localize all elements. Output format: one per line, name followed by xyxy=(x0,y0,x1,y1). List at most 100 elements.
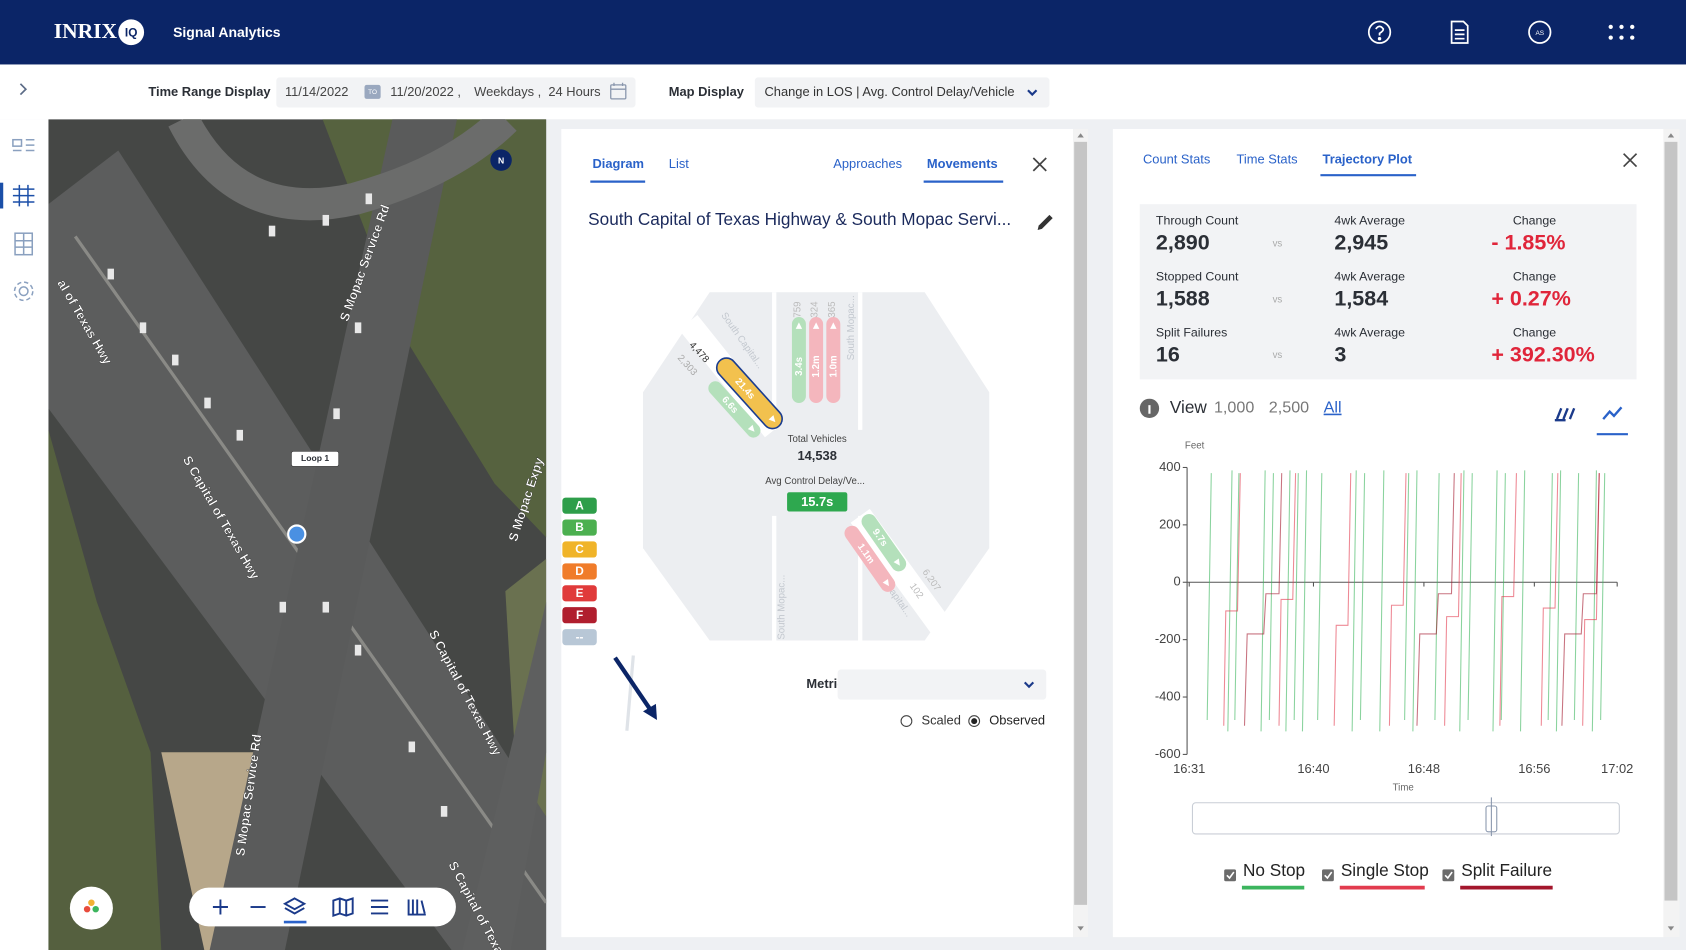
stat-change: - 1.85% xyxy=(1491,231,1565,255)
location-marker[interactable] xyxy=(287,524,307,544)
metric-dropdown[interactable] xyxy=(837,669,1047,700)
view-label: View xyxy=(1170,397,1208,417)
legend-button[interactable] xyxy=(407,899,426,916)
legend-label: Split Failure xyxy=(1461,860,1552,880)
movement-arrow xyxy=(882,578,890,587)
legend-item[interactable]: Split Failure xyxy=(1442,860,1553,890)
los-swatch xyxy=(562,607,597,624)
panel-tab[interactable]: Time Stats xyxy=(1237,152,1298,167)
list-button[interactable] xyxy=(370,899,389,915)
stat-change: + 0.27% xyxy=(1491,287,1570,311)
movement-arrow xyxy=(795,322,803,329)
stat-change-label: Change xyxy=(1513,270,1556,284)
expand-sidebar[interactable] xyxy=(19,83,28,96)
panel-tab[interactable]: Diagram xyxy=(592,156,644,171)
settings-nav[interactable] xyxy=(13,281,34,302)
calendar-icon[interactable] xyxy=(610,82,627,100)
x-tick-label: 16:48 xyxy=(1408,761,1440,776)
legend-item[interactable]: No Stop xyxy=(1224,860,1305,890)
map-display-dropdown[interactable] xyxy=(754,77,1050,108)
movement[interactable]: 3.4s xyxy=(791,317,806,403)
expressway xyxy=(462,601,547,950)
los-label: -- xyxy=(576,630,584,644)
x-tick-label: 16:56 xyxy=(1518,761,1550,776)
movement-pill xyxy=(708,381,761,438)
trajectory-series xyxy=(1243,473,1600,726)
panel-tab[interactable]: Trajectory Plot xyxy=(1323,152,1413,167)
stat-change-label: Change xyxy=(1513,325,1556,339)
end-date: 11/20/2022 , xyxy=(390,84,461,99)
layers-button[interactable] xyxy=(282,897,307,915)
movement[interactable]: 1.0m xyxy=(826,317,841,403)
apps-icon[interactable] xyxy=(1608,24,1635,40)
legend-item[interactable]: Single Stop xyxy=(1322,860,1429,890)
x-tick-label: 17:02 xyxy=(1601,761,1633,776)
panel-tab[interactable]: Approaches xyxy=(833,156,902,171)
stat-vs: vs xyxy=(1273,238,1283,249)
compass-ref xyxy=(625,655,635,731)
panel-tab[interactable]: Count Stats xyxy=(1143,152,1210,167)
los-label: C xyxy=(575,542,584,556)
avatar-initials: AS xyxy=(1535,30,1544,37)
stat-label: Through Count xyxy=(1156,214,1239,228)
loop-shield xyxy=(291,451,340,467)
stat-value: 1,588 xyxy=(1156,287,1210,311)
los-label: A xyxy=(575,498,584,512)
report-icon[interactable] xyxy=(1450,20,1469,44)
view-option[interactable]: 1,000 xyxy=(1214,399,1254,417)
stat-label: Stopped Count xyxy=(1156,270,1239,284)
basemap-dot xyxy=(88,899,95,906)
chart-style-icon[interactable] xyxy=(1554,407,1576,422)
scrollbar-thumb[interactable] xyxy=(1074,141,1088,905)
y-tick-label: 0 xyxy=(1173,574,1180,589)
date-range-box[interactable] xyxy=(276,77,636,108)
radio-scaled[interactable] xyxy=(900,715,913,728)
scrollbar-thumb[interactable] xyxy=(1664,141,1678,901)
dropdown-chevron xyxy=(1023,681,1035,689)
approach-label: South Mopac... xyxy=(776,575,787,640)
close-panel[interactable] xyxy=(1623,153,1638,168)
trajectory-series xyxy=(1223,473,1600,726)
active-indicator xyxy=(0,182,4,209)
movement-arrow xyxy=(768,415,776,423)
panel-tab[interactable]: List xyxy=(669,156,689,171)
edit-button[interactable] xyxy=(1037,214,1053,230)
north-indicator[interactable] xyxy=(490,149,512,171)
corridor-nav[interactable] xyxy=(14,232,34,256)
compass-head xyxy=(643,703,657,721)
movement[interactable]: 1.2m xyxy=(809,317,824,403)
panel-tab[interactable]: Movements xyxy=(927,156,998,171)
movement-arrow xyxy=(747,424,755,432)
time-range-label: Time Range Display xyxy=(148,84,271,99)
movement-count: 324 xyxy=(810,301,821,318)
approach-label: South Mopac... xyxy=(846,295,857,360)
movement[interactable]: 21.4s xyxy=(713,354,786,432)
logo: INRIX xyxy=(54,19,118,43)
movement-pill xyxy=(791,317,806,403)
y-tick-label: -400 xyxy=(1155,688,1181,703)
los-label: D xyxy=(575,564,584,578)
zoom-in[interactable] xyxy=(212,899,228,915)
view-option[interactable]: 2,500 xyxy=(1269,399,1309,417)
time-slider[interactable] xyxy=(1191,802,1620,835)
stat-avg-label: 4wk Average xyxy=(1334,325,1405,339)
avatar-icon[interactable] xyxy=(1528,20,1552,44)
map-view-button[interactable] xyxy=(332,897,354,917)
help-icon[interactable] xyxy=(1367,20,1392,44)
view-option[interactable]: All xyxy=(1324,399,1342,417)
start-date: 11/14/2022 xyxy=(285,84,349,99)
legend-checkbox xyxy=(1322,869,1334,882)
to-badge-bg xyxy=(364,84,381,99)
close-panel[interactable] xyxy=(1032,157,1047,172)
basemap-button[interactable] xyxy=(69,886,113,930)
trajectory-series xyxy=(1206,470,1606,732)
line-chart-icon[interactable] xyxy=(1602,406,1623,420)
signal-nav[interactable] xyxy=(12,184,35,207)
x-tick-label: 16:31 xyxy=(1173,761,1205,776)
dashboard-nav[interactable] xyxy=(12,138,35,152)
loop-label: Loop 1 xyxy=(301,453,329,463)
stat-value: 16 xyxy=(1156,342,1180,366)
total-value: 14,538 xyxy=(797,448,836,463)
